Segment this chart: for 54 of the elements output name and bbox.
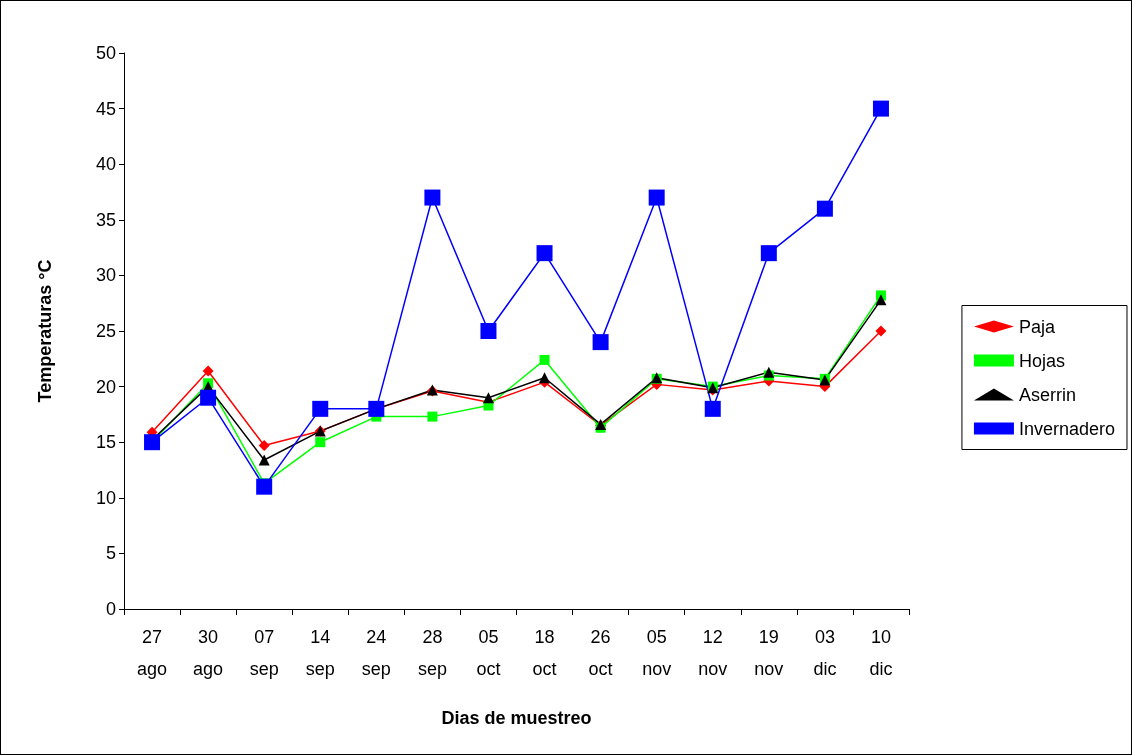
point [539,372,551,384]
point [200,389,217,406]
y-tick-label: 30 [95,265,116,286]
point [202,365,214,377]
y-tick-label: 50 [95,43,116,63]
x-tick-label: 24 sep [361,627,391,679]
y-tick-label: 15 [95,432,116,453]
x-tick-label: 14 sep [305,627,335,679]
point [258,454,270,466]
legend-label: Invernadero [1018,418,1116,439]
x-axis-title: Dias de muestreo [441,708,592,728]
x-tick-label: 26 oct [588,627,613,679]
point [592,334,609,351]
y-tick-label: 45 [95,98,116,119]
y-tick-label: 10 [95,487,116,508]
point [872,100,889,117]
point [315,437,326,448]
x-tick-label: 10 dic [869,627,893,679]
point [427,411,438,422]
x-tick-label: 28 sep [417,627,447,679]
point [480,323,497,339]
point [816,200,833,217]
point [258,440,270,452]
point [536,245,553,262]
y-tick-label: 5 [105,543,116,564]
x-tick-label: 30 ago [193,627,224,679]
x-tick-label: 27 ago [137,627,168,679]
y-tick-label: 0 [105,599,116,619]
legend-label: Hojas [1018,350,1065,371]
legend-label: Aserrin [1018,384,1076,405]
x-tick-label: 05 nov [642,627,672,679]
point [875,325,887,337]
point [539,354,550,365]
point [704,400,721,417]
point [648,189,665,206]
point [482,392,494,404]
y-axis-title: Temperaturas °C [35,259,55,403]
point [760,245,777,262]
point [312,400,329,417]
legend-label: Paja [1018,316,1056,337]
x-tick-label: 07 sep [249,627,279,679]
x-tick-label: 18 oct [532,627,557,679]
point [256,478,273,495]
x-tick-label: 19 nov [754,627,784,679]
y-tick-label: 20 [95,376,116,397]
x-tick-label: 03 dic [813,627,837,679]
point [875,294,887,306]
y-tick-label: 25 [95,321,116,341]
y-tick-label: 35 [95,209,116,230]
y-tick-label: 40 [95,154,116,175]
x-tick-label: 05 oct [476,627,501,679]
point [424,189,441,206]
x-tick-label: 12 nov [698,627,728,679]
point [763,366,775,378]
